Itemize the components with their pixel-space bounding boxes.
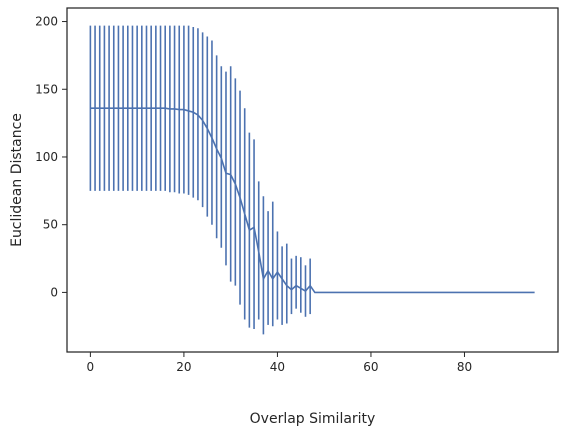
y-tick-label: 50	[43, 218, 58, 232]
plot-frame	[66, 7, 559, 353]
error-bars	[89, 25, 311, 335]
y-axis-label: Euclidean Distance	[9, 113, 25, 247]
x-tick-label: 60	[363, 360, 378, 374]
x-tick-label: 20	[176, 360, 191, 374]
x-tick-label: 40	[270, 360, 285, 374]
y-tick-label: 200	[35, 15, 58, 29]
series-line	[90, 107, 535, 294]
y-tick-label: 100	[35, 150, 58, 164]
x-tick-label: 0	[87, 360, 95, 374]
x-tick-label: 80	[457, 360, 472, 374]
y-tick-label: 150	[35, 82, 58, 96]
x-axis-label: Overlap Similarity	[250, 411, 376, 427]
y-axis-ticks: 0 50 100 150 200	[35, 15, 67, 299]
y-tick-label: 0	[50, 285, 58, 299]
x-axis-ticks: 0 20 40 60 80	[87, 352, 472, 374]
